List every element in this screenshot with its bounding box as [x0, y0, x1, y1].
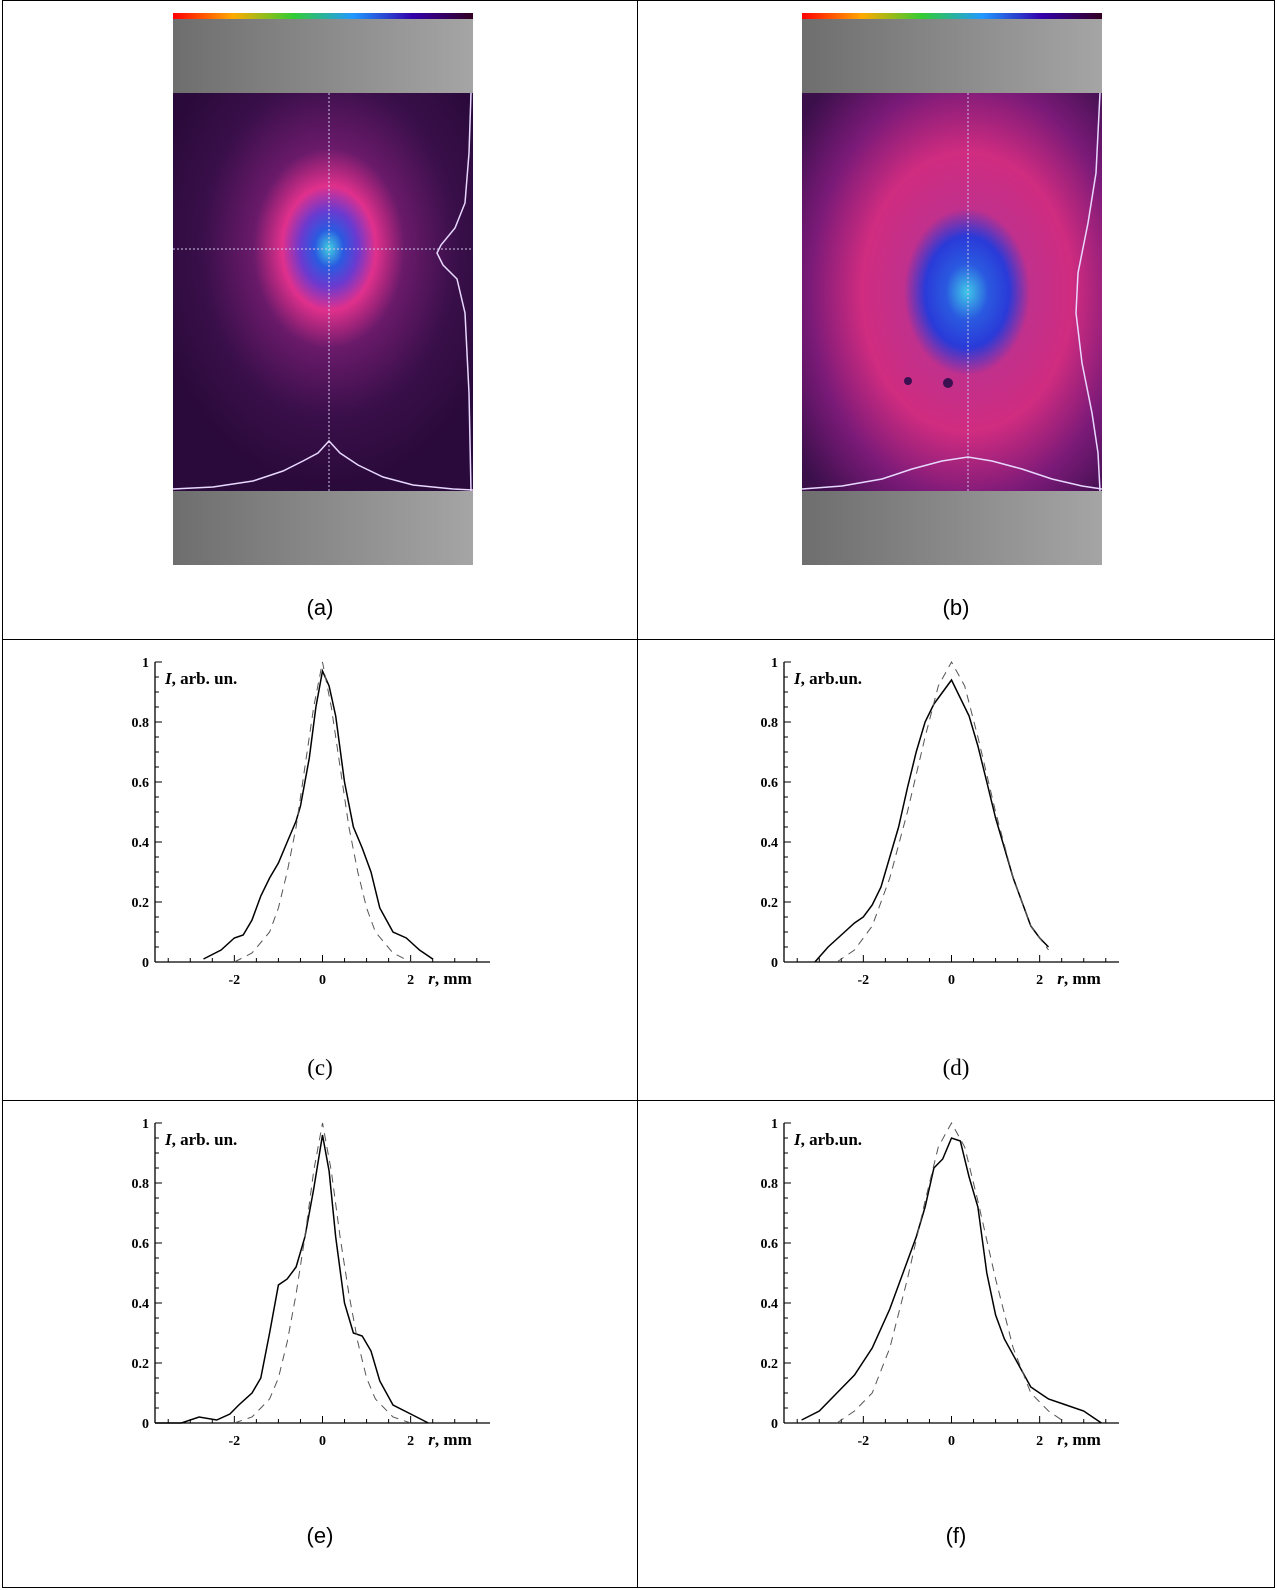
y-tick-label: 0.2 — [761, 1357, 779, 1372]
x-axis-label: r, mm — [428, 1430, 471, 1449]
x-tick-label: 0 — [319, 973, 326, 988]
caption-d: (d) — [942, 1055, 970, 1080]
beam-image-b-svg — [801, 13, 1103, 565]
y-axis-label: I, arb.un. — [793, 669, 862, 688]
y-tick-label: 0.4 — [132, 1297, 150, 1312]
caption-f: (f) — [945, 1523, 967, 1548]
panel-f-cell: 0 0.2 0.4 0.6 0.8 1 -2 0 2 I, arb.un. r, mm (f) — [637, 1100, 1275, 1588]
x-tick-label: 2 — [407, 1434, 414, 1449]
chart-e: 0 0.2 0.4 0.6 0.8 1 -2 0 2 I, arb. un. r, mm — [132, 1117, 490, 1449]
gaussian-fit-line — [234, 661, 411, 963]
chart-f: 0 0.2 0.4 0.6 0.8 1 -2 0 2 I, arb.un. r, mm — [761, 1117, 1119, 1449]
y-tick-label: 0.4 — [761, 1297, 779, 1312]
gaussian-fit-line — [234, 1122, 411, 1424]
caption-e: (e) — [306, 1523, 334, 1548]
y-axis-label: I, arb. un. — [164, 1130, 237, 1149]
x-tick-label: -2 — [229, 973, 241, 988]
y-axis-label: I, arb. un. — [164, 669, 237, 688]
x-tick-label: 0 — [319, 1434, 326, 1449]
beam-image-b — [801, 13, 1103, 565]
caption-b: (b) — [942, 595, 970, 620]
x-axis-label: r, mm — [1057, 1430, 1100, 1449]
caption-c: (c) — [307, 1055, 333, 1080]
x-tick-label: 2 — [407, 973, 414, 988]
measured-profile-line — [801, 1137, 1102, 1424]
y-tick-label: 0.8 — [761, 1177, 779, 1192]
measured-profile-line — [203, 668, 434, 960]
x-tick-label: 0 — [948, 1434, 955, 1449]
y-tick-label: 1 — [142, 1117, 149, 1132]
x-axis-label: r, mm — [1057, 969, 1100, 988]
caption-a: (a) — [306, 595, 334, 620]
y-tick-label: 0.8 — [761, 716, 779, 731]
beam-image-a — [172, 13, 474, 565]
y-tick-label: 1 — [771, 1117, 778, 1132]
y-tick-label: 0.8 — [132, 716, 150, 731]
y-tick-label: 0.2 — [761, 896, 779, 911]
x-tick-label: 2 — [1036, 973, 1043, 988]
y-tick-label: 0.4 — [761, 836, 779, 851]
y-tick-label: 0.2 — [132, 896, 150, 911]
x-axis-label: r, mm — [428, 969, 471, 988]
panel-d-cell: 0 0.2 0.4 0.6 0.8 1 -2 0 2 I, arb.un. r, mm (d) — [637, 639, 1275, 1101]
chart-c: 0 0.2 0.4 0.6 0.8 1 -2 0 2 I, arb. un. r, mm — [132, 656, 490, 988]
y-tick-label: 1 — [142, 656, 149, 671]
plot-d: 0 0.2 0.4 0.6 0.8 1 -2 0 2 I, arb.un. r, mm — [732, 652, 1152, 1017]
x-tick-label: -2 — [858, 973, 870, 988]
x-tick-label: -2 — [858, 1434, 870, 1449]
x-tick-label: -2 — [229, 1434, 241, 1449]
measured-profile-line — [155, 1134, 429, 1424]
y-tick-label: 0 — [771, 1417, 778, 1432]
y-tick-label: 0.2 — [132, 1357, 150, 1372]
y-tick-label: 0.8 — [132, 1177, 150, 1192]
panel-c-cell: 0 0.2 0.4 0.6 0.8 1 -2 0 2 I, arb. un. r, mm (c) — [2, 639, 638, 1101]
y-tick-label: 0.6 — [761, 776, 779, 791]
plot-c: 0 0.2 0.4 0.6 0.8 1 -2 0 2 I, arb. un. r, mm — [103, 652, 523, 1017]
chart-d: 0 0.2 0.4 0.6 0.8 1 -2 0 2 I, arb.un. r, mm — [761, 656, 1119, 988]
gaussian-fit-line — [836, 1121, 1067, 1424]
x-tick-label: 2 — [1036, 1434, 1043, 1449]
panel-b-cell: (b) — [637, 0, 1275, 640]
plot-e: 0 0.2 0.4 0.6 0.8 1 -2 0 2 I, arb. un. r, mm — [103, 1113, 523, 1478]
gaussian-fit-line — [836, 660, 1049, 963]
y-tick-label: 1 — [771, 656, 778, 671]
y-tick-label: 0 — [771, 956, 778, 971]
panel-a-cell: (a) — [2, 0, 638, 640]
y-tick-label: 0.4 — [132, 836, 150, 851]
x-tick-label: 0 — [948, 973, 955, 988]
y-tick-label: 0.6 — [761, 1237, 779, 1252]
beam-image-a-svg — [172, 13, 474, 565]
measured-profile-line — [814, 678, 1050, 963]
plot-f: 0 0.2 0.4 0.6 0.8 1 -2 0 2 I, arb.un. r, mm — [732, 1113, 1152, 1478]
panel-e-cell: 0 0.2 0.4 0.6 0.8 1 -2 0 2 I, arb. un. r, mm (e) — [2, 1100, 638, 1588]
y-axis-label: I, arb.un. — [793, 1130, 862, 1149]
y-tick-label: 0 — [142, 956, 149, 971]
y-tick-label: 0 — [142, 1417, 149, 1432]
y-tick-label: 0.6 — [132, 776, 150, 791]
y-tick-label: 0.6 — [132, 1237, 150, 1252]
